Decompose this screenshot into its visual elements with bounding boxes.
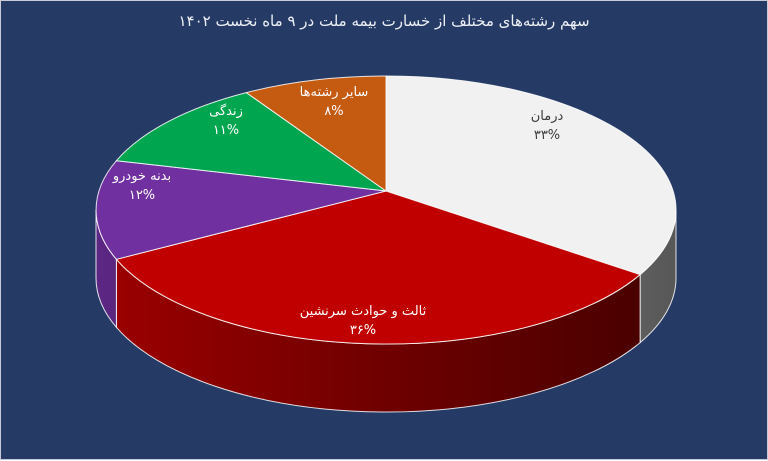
slice-percent: ۱۲% <box>128 188 156 203</box>
slice-label-health: درمان ۳۳% <box>531 107 564 145</box>
pie-slice-3 <box>115 92 387 192</box>
slice-label-life: زندگی ۱۱% <box>209 102 243 140</box>
slice-name: ثالث و حوادث سرنشین <box>299 304 427 319</box>
chart-title: سهم رشته‌های مختلف از خسارت بیمه ملت در … <box>178 12 590 30</box>
slice-percent: ۱۱% <box>212 123 240 138</box>
slice-percent: ۳۳% <box>533 128 561 143</box>
pie-slice-4 <box>245 75 387 192</box>
slice-percent: ۳۶% <box>349 323 377 338</box>
slice-percent: ۸% <box>324 104 344 119</box>
pie-slice-0 <box>385 75 677 276</box>
slice-label-car-body: بدنه خودرو ۱۲% <box>113 167 171 205</box>
slice-name: سایر رشته‌ها <box>299 85 369 100</box>
slice-name: درمان <box>530 109 564 124</box>
slice-name: زندگی <box>209 104 243 119</box>
slice-label-third-party: ثالث و حوادث سرنشین ۳۶% <box>300 302 426 340</box>
slice-label-other-lines: سایر رشته‌ها ۸% <box>300 83 369 121</box>
pie-slice-2 <box>95 160 387 260</box>
slice-name: بدنه خودرو <box>112 169 172 184</box>
pie-slice-1 <box>115 190 641 345</box>
